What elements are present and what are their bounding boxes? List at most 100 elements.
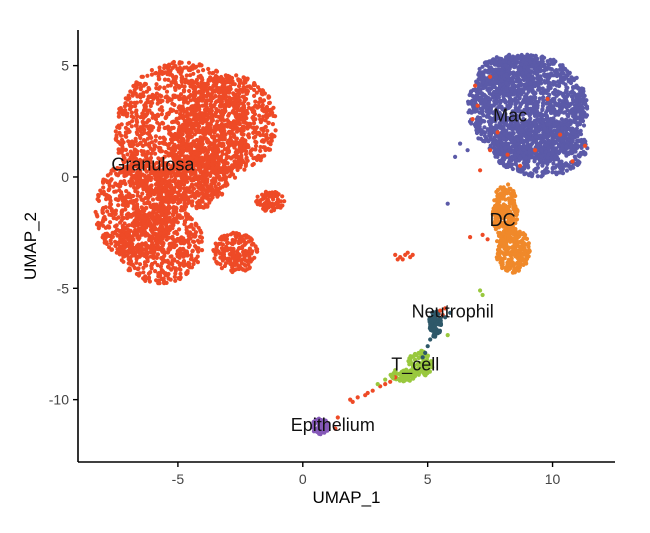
data-point [533,101,538,106]
data-point [192,122,197,127]
data-point [159,184,164,189]
data-point [134,80,139,85]
data-point [261,139,266,144]
data-point [233,231,238,236]
data-point [178,185,183,190]
data-point [163,222,168,227]
data-point [221,252,227,257]
data-point [253,134,258,139]
data-point [194,77,199,82]
data-point [208,78,213,83]
data-point [149,111,154,116]
data-point [153,269,158,274]
data-point [196,69,201,74]
data-point [219,266,224,271]
data-point [241,160,246,165]
data-point [167,261,172,266]
data-point [194,107,200,112]
data-point [209,119,214,124]
data-point [570,90,575,95]
data-point [115,125,120,130]
data-point [185,270,190,276]
data-point [217,103,222,108]
data-point [573,120,579,125]
data-point [221,86,226,91]
data-point [486,96,491,101]
data-point [160,108,165,113]
data-point [95,197,100,202]
data-point [226,85,231,90]
data-point [111,184,116,189]
data-point [557,98,562,103]
data-point [201,205,206,210]
data-point [469,121,474,126]
data-point [145,73,150,78]
data-point [468,100,473,105]
data-point [223,246,228,251]
data-point [133,189,138,194]
data-point [140,120,145,125]
data-point [230,154,236,159]
data-point [471,106,476,111]
data-point [182,222,187,227]
data-point [227,142,232,147]
data-point [249,152,254,158]
data-point [146,118,152,123]
data-point [208,109,213,114]
data-point [577,103,583,108]
data-point [170,258,175,263]
data-point [264,132,269,137]
data-point [239,131,244,136]
data-point [140,183,145,188]
data-point [189,182,195,187]
data-point [106,188,111,193]
data-point [227,90,232,95]
data-point [113,137,119,142]
data-point [148,221,153,226]
data-point [280,194,285,199]
data-point [138,99,143,104]
data-point [129,124,134,129]
data-point [237,121,242,126]
data-point [207,70,212,75]
data-point [196,84,201,89]
data-point [271,205,276,210]
data-point [203,192,208,198]
data-point [248,121,253,127]
data-point [182,98,187,103]
data-point [123,207,128,212]
data-point [130,91,135,96]
data-point [245,84,250,89]
data-point [196,249,201,254]
data-point [238,155,243,160]
data-point [121,228,126,234]
data-point [188,133,193,139]
data-point [131,160,136,165]
data-point [122,200,127,205]
data-point [227,111,232,116]
data-point [243,268,248,273]
data-point [195,116,201,121]
data-point [193,128,198,133]
data-point [174,94,179,99]
data-point [104,197,109,202]
data-point [179,193,184,198]
data-point [216,143,221,148]
data-point [242,242,247,247]
data-point [208,102,213,107]
data-point [134,198,139,203]
data-point [231,96,236,101]
data-point [140,152,145,157]
data-point [252,87,257,92]
data-point [158,231,163,236]
data-point [195,148,200,153]
data-point [180,215,185,220]
data-point [156,227,161,232]
data-point [242,167,247,172]
series-granulosa-points [93,59,287,286]
data-point [143,196,148,201]
data-point [157,125,162,130]
data-point [239,148,244,154]
data-point [182,94,187,99]
data-point [240,107,245,112]
